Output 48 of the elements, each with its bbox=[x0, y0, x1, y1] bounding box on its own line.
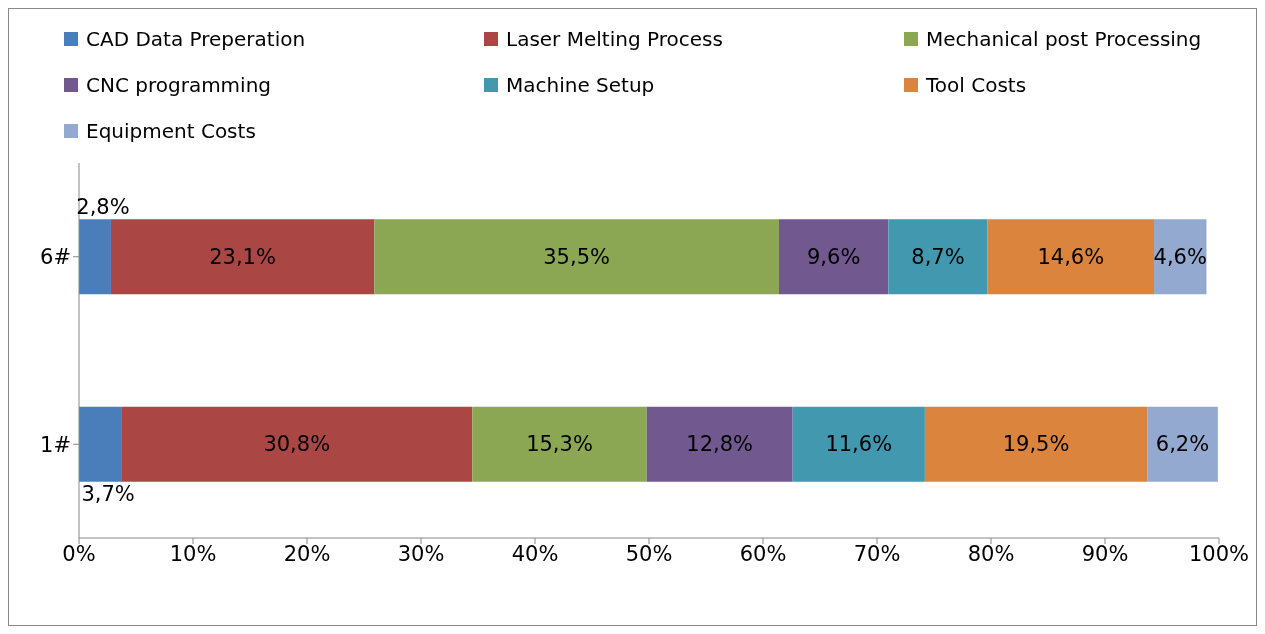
bar bbox=[792, 406, 925, 482]
legend-label: Laser Melting Process bbox=[506, 27, 723, 51]
data-label: 3,7% bbox=[81, 481, 135, 506]
x-tick-label: 10% bbox=[169, 541, 217, 566]
data-label: 4,6% bbox=[1153, 244, 1207, 269]
bar bbox=[374, 219, 779, 295]
bar bbox=[1154, 219, 1207, 295]
y-tick-label: 1# bbox=[40, 432, 71, 457]
data-label: 8,7% bbox=[911, 244, 965, 269]
data-label: 23,1% bbox=[209, 244, 276, 269]
bar bbox=[472, 406, 647, 482]
data-label: 15,3% bbox=[526, 432, 593, 457]
x-tick-label: 30% bbox=[397, 541, 445, 566]
data-label: 12,8% bbox=[686, 432, 754, 457]
data-label: 35,5% bbox=[543, 244, 610, 269]
y-tick-label: 6# bbox=[40, 245, 71, 270]
legend-label: CNC programming bbox=[86, 73, 272, 97]
legend-label: Tool Costs bbox=[926, 73, 1027, 97]
x-tick-label: 90% bbox=[1081, 541, 1129, 566]
data-label: 19,5% bbox=[1002, 432, 1070, 457]
bar bbox=[79, 406, 122, 482]
legend-label: Equipment Costs bbox=[86, 119, 256, 143]
bar bbox=[646, 406, 793, 482]
bar bbox=[79, 219, 111, 295]
x-tick-label: 0% bbox=[62, 541, 96, 566]
bar bbox=[1147, 406, 1218, 482]
legend-label: Mechanical post Processing bbox=[926, 27, 1202, 51]
bar bbox=[924, 406, 1148, 482]
data-label: 2,8% bbox=[76, 195, 130, 220]
x-tick-label: 70% bbox=[853, 541, 901, 566]
legend-label: Machine Setup bbox=[506, 73, 655, 97]
data-label: 9,6% bbox=[807, 244, 861, 269]
bar bbox=[987, 219, 1155, 295]
x-tick-label: 40% bbox=[511, 541, 559, 566]
bar bbox=[888, 219, 988, 295]
data-label: 11,6% bbox=[825, 432, 893, 457]
bar bbox=[121, 406, 473, 482]
data-label: 30,8% bbox=[263, 432, 331, 457]
data-label: 14,6% bbox=[1037, 244, 1105, 269]
legend-label: CAD Data Preperation bbox=[86, 27, 306, 51]
x-tick-label: 100% bbox=[1188, 541, 1250, 566]
x-tick-label: 20% bbox=[283, 541, 331, 566]
x-tick-label: 80% bbox=[967, 541, 1015, 566]
data-label: 6,2% bbox=[1155, 432, 1210, 457]
bar bbox=[778, 219, 889, 295]
bar bbox=[110, 219, 375, 295]
x-tick-label: 50% bbox=[625, 541, 673, 566]
x-tick-label: 60% bbox=[739, 541, 787, 566]
